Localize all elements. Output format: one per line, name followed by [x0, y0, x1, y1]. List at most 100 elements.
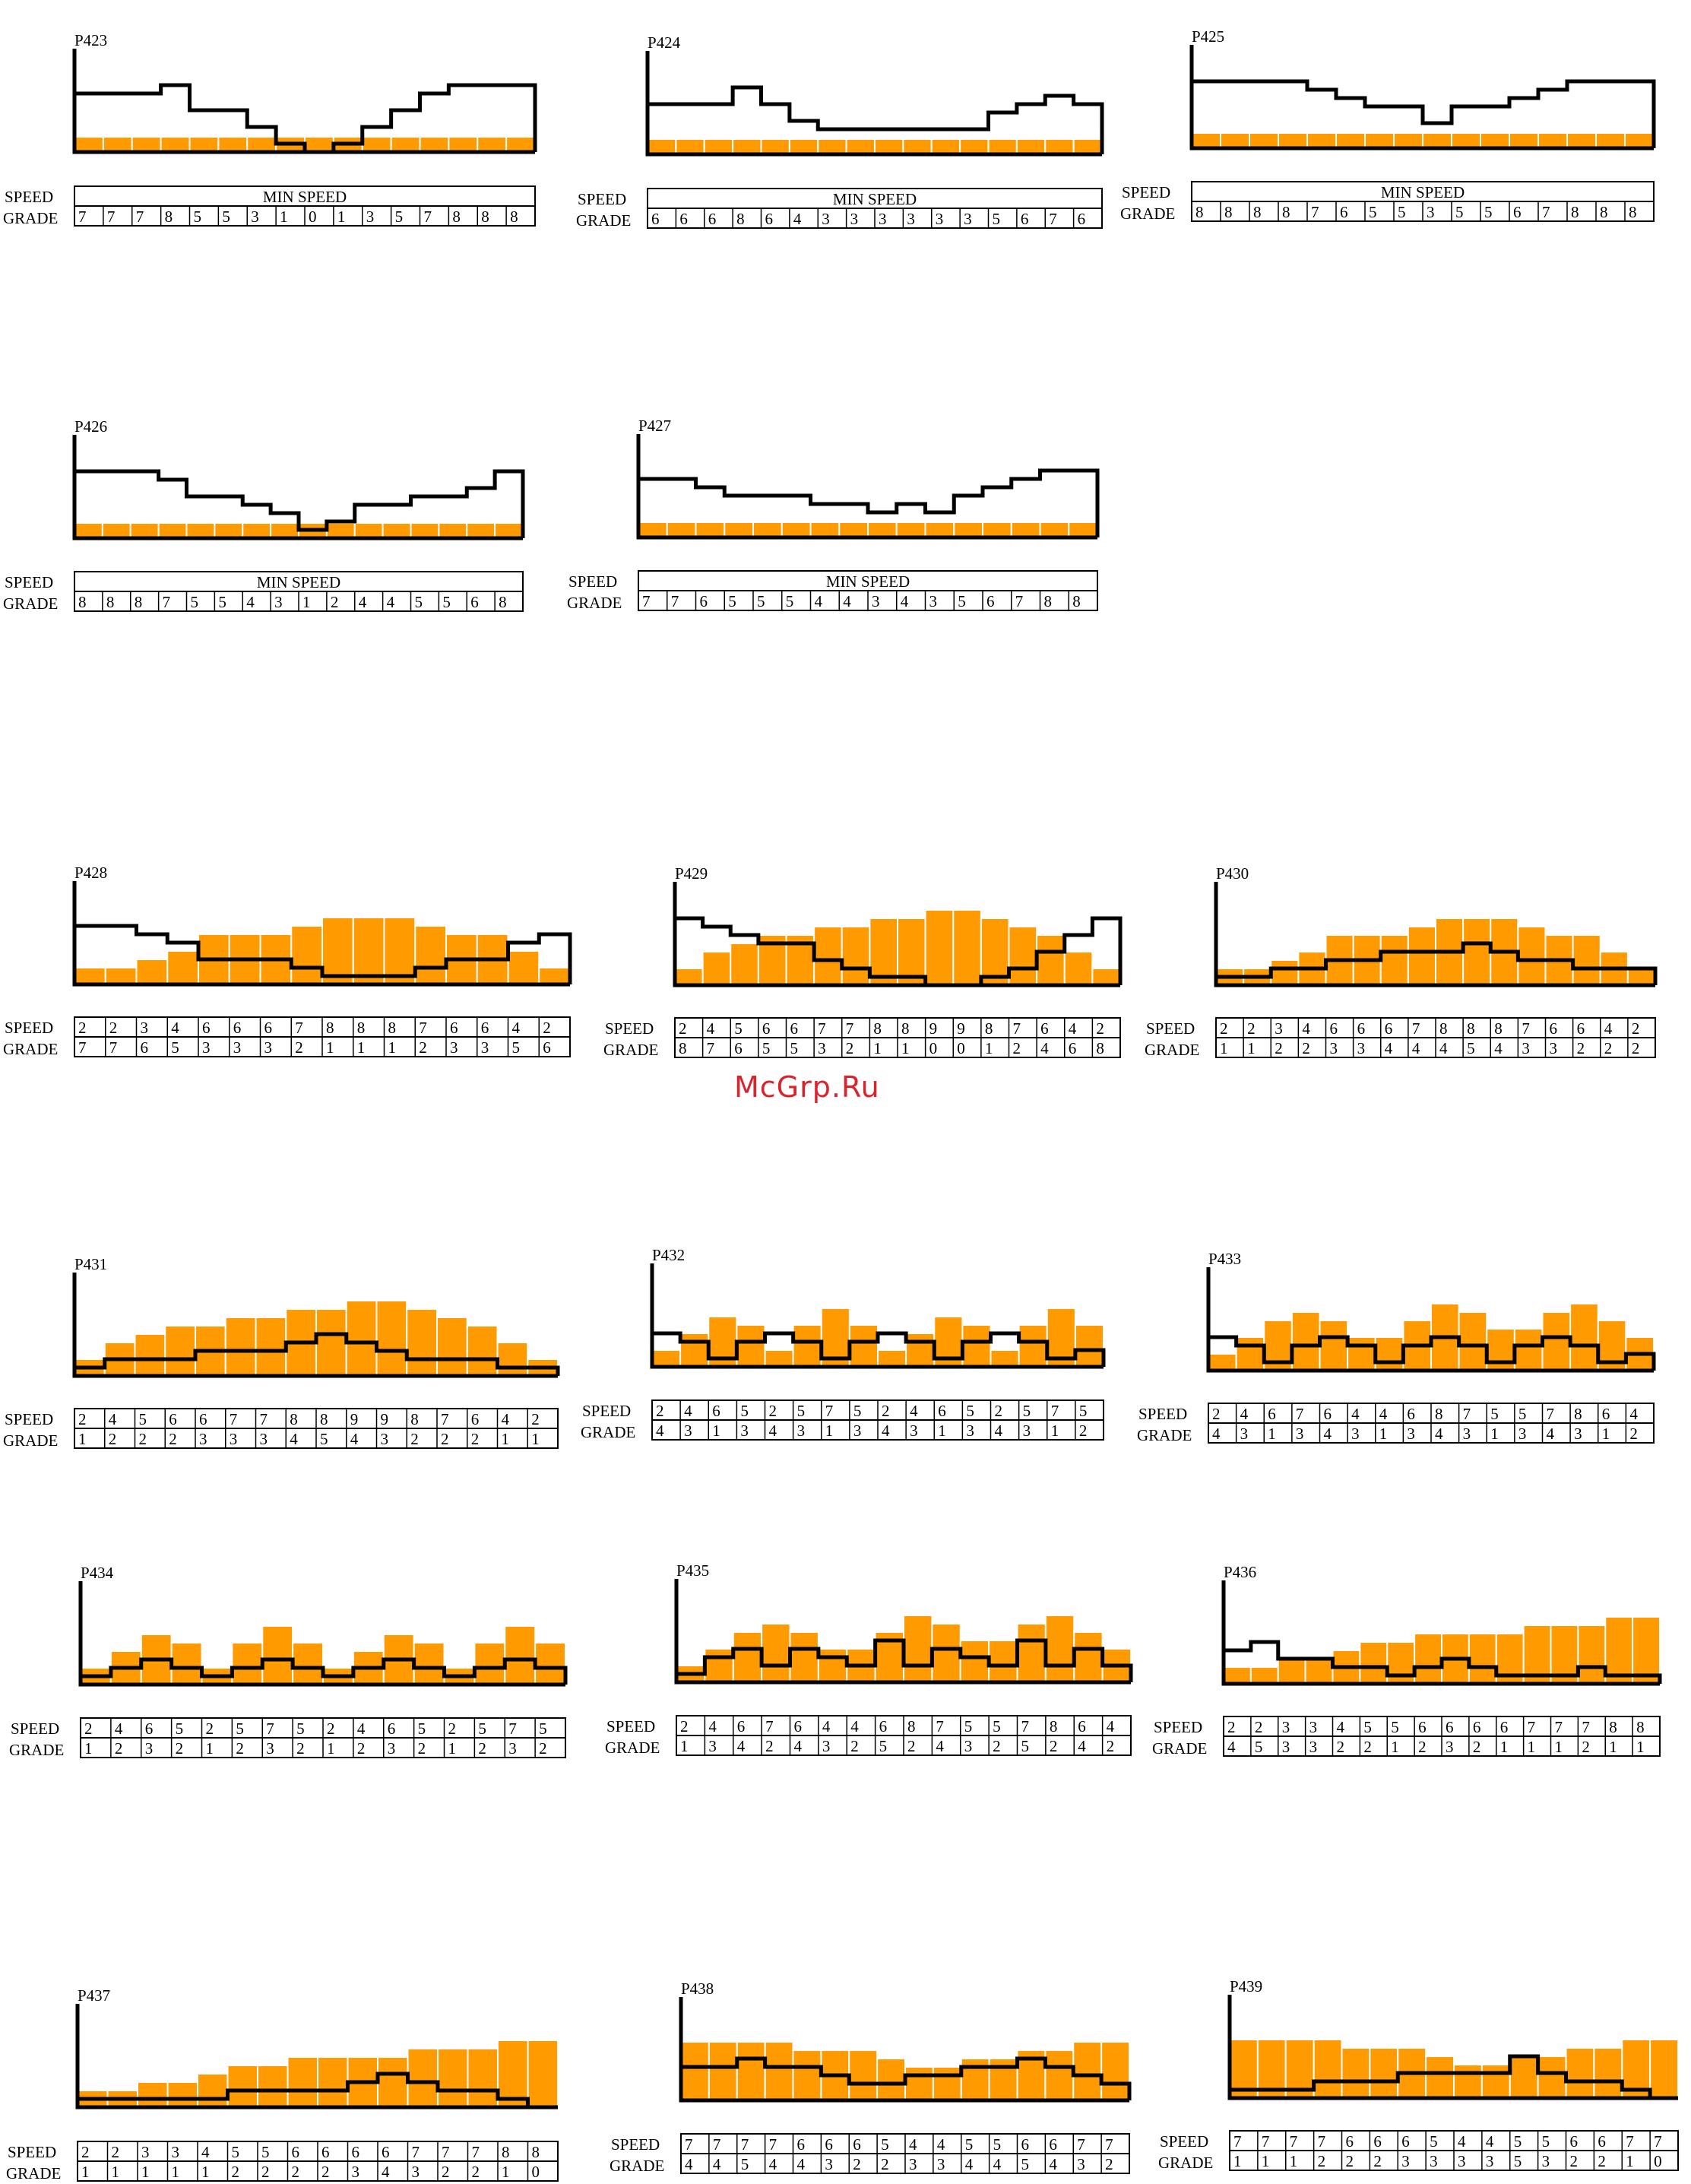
speed-value: 5 — [965, 2135, 974, 2154]
grade-value: 1 — [1051, 1422, 1059, 1440]
grade-value: 4 — [936, 1737, 944, 1755]
grade-line — [676, 1638, 1133, 1682]
value-table: 2 4 6 7 6 4 4 6 8 7 5 5 7 8 6 4 4 3 1 3 4 3 1 3 4 3 1 3 4 3 1 2 — [1208, 1403, 1655, 1444]
grade-value: 8 — [1253, 203, 1262, 221]
grade-row-label: GRADE — [3, 1431, 58, 1450]
speed-value: 7 — [419, 1019, 427, 1037]
speed-bar — [74, 967, 106, 985]
speed-value: 4 — [1486, 2132, 1494, 2151]
speed-value: 6 — [1040, 1019, 1049, 1038]
chart-axes — [72, 435, 523, 540]
grade-value: 7 — [107, 208, 116, 226]
grade-value: 4 — [882, 1422, 890, 1440]
value-table: 2 4 6 5 2 5 7 5 2 4 6 5 2 5 7 5 4 3 1 3 4 3 1 3 4 3 1 3 4 3 1 2 — [651, 1399, 1104, 1441]
speed-value: 3 — [1309, 1718, 1318, 1736]
speed-value: 4 — [171, 1019, 179, 1037]
speed-value: 2 — [531, 1410, 540, 1428]
value-table: 2 4 6 7 6 4 4 6 8 7 5 5 7 8 6 4 1 3 4 2 4 3 2 5 2 4 3 2 5 2 4 2 — [676, 1715, 1132, 1756]
grade-value: 3 — [1458, 2152, 1466, 2170]
chart-axes — [645, 51, 1102, 157]
speed-bar — [102, 136, 133, 153]
speed-bar — [1593, 2047, 1623, 2099]
speed-value: 5 — [993, 2135, 1002, 2154]
speed-bar — [504, 1625, 537, 1685]
speed-bar — [496, 1342, 529, 1377]
grade-value: 3 — [937, 2155, 945, 2173]
speed-value: 8 — [901, 1019, 910, 1038]
speed-value: 4 — [708, 1717, 717, 1735]
speed-bar — [214, 522, 244, 539]
speed-bar — [1068, 521, 1098, 538]
grade-value: 5 — [194, 208, 202, 226]
speed-bar — [845, 138, 876, 155]
speed-value: 5 — [261, 2143, 270, 2161]
speed-bar — [375, 1300, 408, 1377]
grade-value: 3 — [412, 2163, 420, 2181]
chart-axes — [72, 49, 535, 154]
speed-value: 4 — [909, 2135, 917, 2154]
speed-bar — [1304, 1658, 1334, 1685]
speed-row-label: SPEED — [1160, 2132, 1208, 2151]
grade-value: 4 — [993, 2155, 1002, 2173]
speed-value: 5 — [539, 1720, 547, 1738]
speed-bar — [930, 138, 961, 155]
speed-value: 6 — [1346, 2132, 1354, 2151]
grade-value: 7 — [1311, 203, 1319, 221]
grade-value: 7 — [78, 1038, 87, 1057]
grade-value: 2 — [539, 1739, 547, 1758]
grade-line — [74, 1332, 560, 1376]
chart-p424: P424 MIN SPEED 6 6 6 8 6 4 3 3 3 3 3 3 5 6 7 6 SPEED GRADE — [576, 33, 1104, 230]
speed-bar — [1319, 1320, 1349, 1371]
speed-value: 7 — [1077, 2135, 1085, 2154]
grade-value: 1 — [1290, 2152, 1298, 2170]
speed-value: 8 — [388, 1019, 397, 1037]
grade-line — [1224, 1640, 1662, 1684]
min-speed-label: MIN SPEED — [833, 190, 917, 208]
speed-bar — [679, 1333, 710, 1368]
speed-value: 3 — [172, 2143, 180, 2161]
min-speed-label: MIN SPEED — [257, 573, 340, 591]
grade-value: 2 — [1570, 2152, 1579, 2170]
speed-value: 3 — [1282, 1718, 1290, 1736]
speed-value: 8 — [1636, 1718, 1645, 1736]
speed-bar — [1010, 521, 1041, 538]
speed-row-label: SPEED — [5, 573, 53, 591]
grade-value: 3 — [1023, 1422, 1031, 1440]
speed-bar — [1341, 2047, 1371, 2099]
grade-value: 1 — [357, 1038, 366, 1057]
grade-value: 3 — [684, 1422, 692, 1440]
speed-bar — [160, 136, 191, 153]
speed-value: 5 — [740, 1402, 749, 1420]
grade-value: 1 — [1490, 1425, 1499, 1443]
speed-value: 5 — [296, 1720, 305, 1738]
value-table: MIN SPEED 8 8 8 7 5 5 4 3 1 2 4 4 5 5 6 8 — [74, 571, 524, 612]
grade-row-label: GRADE — [1158, 2154, 1213, 2172]
chart-label: P437 — [78, 1986, 110, 2005]
value-table: MIN SPEED 8 8 8 8 7 6 5 5 3 5 5 6 7 8 8 8 — [1191, 181, 1655, 222]
grade-value: 8 — [736, 210, 745, 228]
speed-bar — [1044, 2049, 1075, 2101]
grade-value: 1 — [1379, 1425, 1388, 1443]
grade-value: 7 — [1049, 210, 1057, 228]
speed-value: 4 — [937, 2135, 945, 2154]
grade-value: 5 — [415, 593, 423, 611]
grade-value: 7 — [642, 592, 651, 610]
speed-bar — [1451, 132, 1481, 149]
speed-value: 8 — [410, 1410, 419, 1428]
speed-bar — [1517, 926, 1547, 986]
speed-value: 6 — [1357, 1019, 1366, 1038]
speed-bar — [1572, 934, 1601, 986]
grade-value: 3 — [1542, 2152, 1550, 2170]
chart-axes — [650, 1263, 1104, 1369]
speed-value: 6 — [233, 1019, 242, 1037]
grade-value: 8 — [1044, 592, 1053, 610]
speed-bar — [1220, 132, 1250, 149]
speed-bar — [638, 521, 668, 538]
speed-bar — [477, 136, 508, 153]
speed-bar — [724, 521, 754, 538]
grade-line — [74, 469, 525, 538]
chart-axes — [1189, 45, 1654, 151]
speed-bar — [1063, 951, 1094, 986]
speed-bar — [736, 2041, 766, 2101]
grade-row-label: GRADE — [3, 1040, 58, 1058]
